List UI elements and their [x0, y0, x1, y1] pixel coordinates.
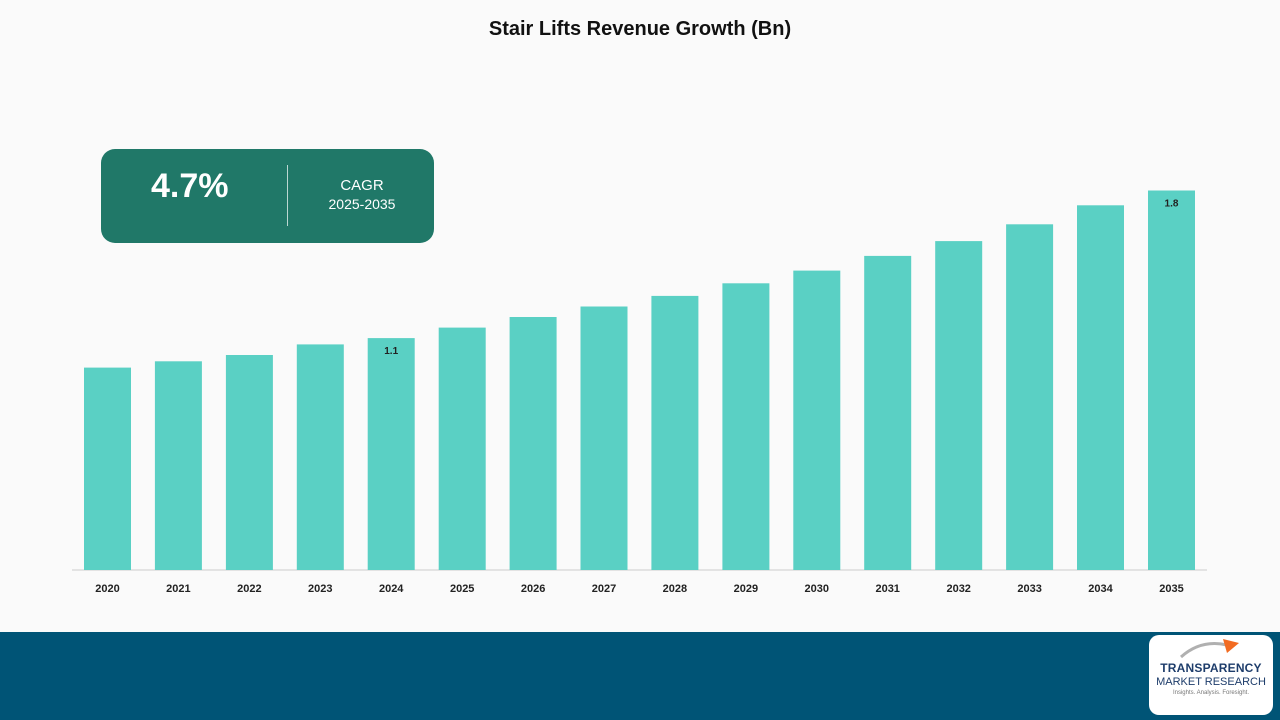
cagr-divider: [287, 165, 288, 226]
cagr-callout: 4.7% CAGR 2025-2035: [101, 149, 434, 243]
bar-2022: [225, 355, 273, 570]
logo-arrow-icon: [1179, 639, 1239, 659]
bar-2032: [935, 241, 983, 570]
bars-group: [84, 190, 1195, 571]
cagr-period: 2025-2035: [328, 196, 396, 212]
cagr-value: 4.7%: [151, 167, 229, 205]
cagr-label: CAGR: [340, 177, 384, 194]
x-tick-label-2023: 2023: [308, 583, 332, 595]
bar-2030: [793, 270, 841, 570]
x-tick-label-2030: 2030: [805, 583, 829, 595]
bar-2035: [1148, 190, 1195, 570]
bar-2024: [367, 338, 415, 570]
x-tick-labels-group: 2020 2021 2022 2023 2024 2025 2026 2027 2028 2029…: [95, 583, 1183, 595]
bar-2033: [1006, 224, 1054, 571]
x-tick-label-2026: 2026: [521, 583, 545, 595]
x-tick-label-2024: 2024: [379, 583, 404, 595]
footer-band: [0, 632, 1280, 720]
x-tick-label-2031: 2031: [875, 583, 899, 595]
bar-2023: [296, 344, 344, 570]
data-label-2035: 1.8: [1165, 199, 1179, 210]
x-tick-label-2033: 2033: [1017, 583, 1041, 595]
bar-2026: [509, 317, 557, 570]
x-tick-label-2032: 2032: [946, 583, 970, 595]
bar-2028: [651, 295, 699, 570]
bar-2020: [84, 367, 131, 570]
bar-2027: [580, 306, 628, 570]
chart-title: Stair Lifts Revenue Growth (Bn): [488, 18, 792, 40]
data-label-2024: 1.1: [384, 346, 398, 357]
bar-chart: 1.11.8 2020 2021 2022 2023 2024 2025 2026 2027 2…: [72, 190, 1207, 595]
x-tick-label-2035: 2035: [1159, 583, 1183, 595]
company-logo: TRANSPARENCY MARKET RESEARCH Insights. A…: [1149, 635, 1273, 715]
x-tick-label-2034: 2034: [1088, 583, 1113, 595]
logo-text-line2: MARKET RESEARCH: [1156, 676, 1266, 688]
bar-2025: [438, 327, 486, 570]
x-tick-label-2029: 2029: [734, 583, 758, 595]
data-labels-group: 1.1 1.8: [384, 199, 1179, 358]
x-tick-label-2025: 2025: [450, 583, 474, 595]
x-tick-label-2021: 2021: [166, 583, 190, 595]
bar-2029: [722, 283, 770, 570]
x-tick-label-2028: 2028: [663, 583, 687, 595]
x-tick-label-2022: 2022: [237, 583, 261, 595]
x-tick-label-2020: 2020: [95, 583, 119, 595]
logo-tagline: Insights. Analysis. Foresight.: [1172, 690, 1250, 696]
x-tick-label-2027: 2027: [592, 583, 616, 595]
bar-2034: [1077, 205, 1124, 571]
bar-2031: [864, 255, 912, 570]
bar-2021: [154, 361, 202, 570]
logo-text-line1: TRANSPARENCY: [1160, 661, 1262, 675]
